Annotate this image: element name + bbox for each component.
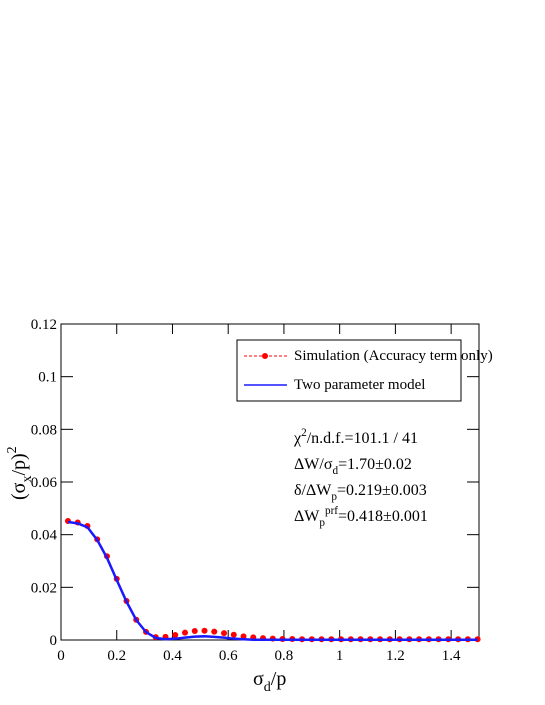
- data-point: [191, 628, 198, 635]
- x-tick-label: 0.2: [107, 648, 126, 664]
- text-part: d: [332, 465, 338, 477]
- x-tick-label: 0: [57, 648, 65, 664]
- data-point: [201, 627, 208, 634]
- legend-label: Two parameter model: [294, 377, 425, 393]
- data-point: [172, 631, 179, 638]
- x-tick-label: 0.6: [219, 648, 238, 664]
- data-point: [240, 633, 247, 640]
- y-tick-label: 0.1: [38, 370, 57, 386]
- x-tick-label: 0.4: [163, 648, 182, 664]
- text-part: x: [20, 476, 35, 483]
- x-axis-label: σd/p: [253, 668, 286, 695]
- annotation: ΔW/σd=1.70±0.02: [294, 456, 412, 477]
- y-tick-label: 0.02: [31, 580, 57, 596]
- text-part: 2: [5, 446, 20, 453]
- text-part: (σ: [8, 482, 30, 500]
- text-part: χ: [293, 430, 302, 447]
- text-part: δ/ΔW: [294, 482, 332, 499]
- text-part: p: [319, 517, 325, 529]
- annotation: χ2/n.d.f.=101.1 / 41: [293, 427, 418, 447]
- model-line: [67, 520, 478, 641]
- data-point: [182, 629, 189, 636]
- text-part: σ: [253, 668, 264, 690]
- y-axis-label: (σx/p)2: [5, 446, 35, 500]
- legend-box: [236, 339, 462, 402]
- legend-label: Simulation (Accuracy term only): [294, 348, 493, 364]
- annotation: δ/ΔWp=0.219±0.003: [294, 482, 427, 503]
- text-part: ΔW/σ: [294, 456, 333, 473]
- y-tick-label: 0: [50, 633, 58, 649]
- text-part: /p): [8, 453, 30, 475]
- annotation: ΔWpprf=0.418±0.001: [294, 505, 428, 529]
- data-point: [230, 631, 237, 638]
- x-tick-label: 0.8: [275, 648, 294, 664]
- text-part: 2: [301, 427, 307, 439]
- text-part: =1.70±0.02: [338, 456, 412, 473]
- text-part: /n.d.f.=101.1 / 41: [307, 430, 418, 447]
- text-part: /p: [271, 668, 287, 690]
- y-tick-label: 0.12: [31, 317, 57, 333]
- data-point: [211, 628, 218, 635]
- text-part: d: [264, 680, 271, 695]
- legend-marker: [262, 353, 268, 359]
- y-tick-label: 0.08: [31, 422, 57, 438]
- y-tick-label: 0.06: [31, 475, 58, 491]
- text-part: p: [331, 491, 337, 503]
- data-point: [221, 630, 228, 637]
- x-tick-label: 1: [336, 648, 344, 664]
- text-part: =0.219±0.003: [337, 482, 427, 499]
- text-part: ΔW: [294, 508, 320, 525]
- x-tick-label: 1.2: [386, 648, 405, 664]
- x-tick-label: 1.4: [442, 648, 461, 664]
- y-tick-label: 0.04: [31, 528, 58, 544]
- text-part: =0.418±0.001: [338, 508, 428, 525]
- text-part: prf: [325, 505, 338, 517]
